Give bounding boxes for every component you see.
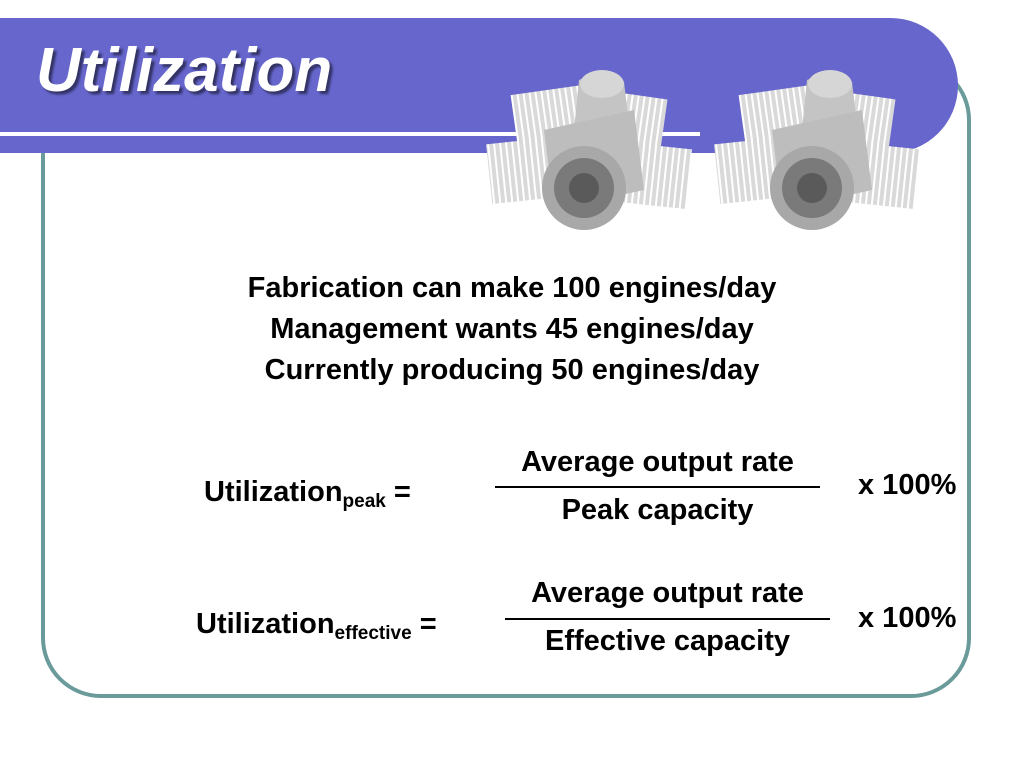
statement-fabrication: Fabrication can make 100 engines/day [247, 272, 777, 304]
banner-divider [0, 132, 700, 136]
denominator: Peak capacity [561, 494, 754, 526]
numerator: Average output rate [531, 577, 804, 609]
label-subscript: effective [334, 623, 412, 644]
slide-title: Utilization [36, 36, 333, 105]
problem-statements: Fabrication can make 100 engines/day Man… [112, 268, 912, 391]
statement-management: Management wants 45 engines/day [270, 313, 754, 345]
equals-sign: = [419, 608, 437, 640]
percent-multiplier: x 100% [858, 469, 957, 501]
label-text: Utilization [204, 476, 343, 508]
label-text: Utilization [196, 608, 335, 640]
label-subscript: peak [342, 491, 386, 512]
equals-sign: = [393, 476, 411, 508]
percent-multiplier: x 100% [858, 602, 957, 634]
denominator: Effective capacity [544, 625, 790, 657]
numerator: Average output rate [521, 446, 794, 478]
engine-illustration [486, 70, 920, 230]
statement-current: Currently producing 50 engines/day [264, 354, 760, 386]
utilization-effective-label: Utilizationeffective = [196, 608, 437, 644]
fraction-bar [505, 618, 830, 620]
fraction-bar [495, 486, 820, 488]
utilization-peak-label: Utilizationpeak = [204, 476, 411, 512]
